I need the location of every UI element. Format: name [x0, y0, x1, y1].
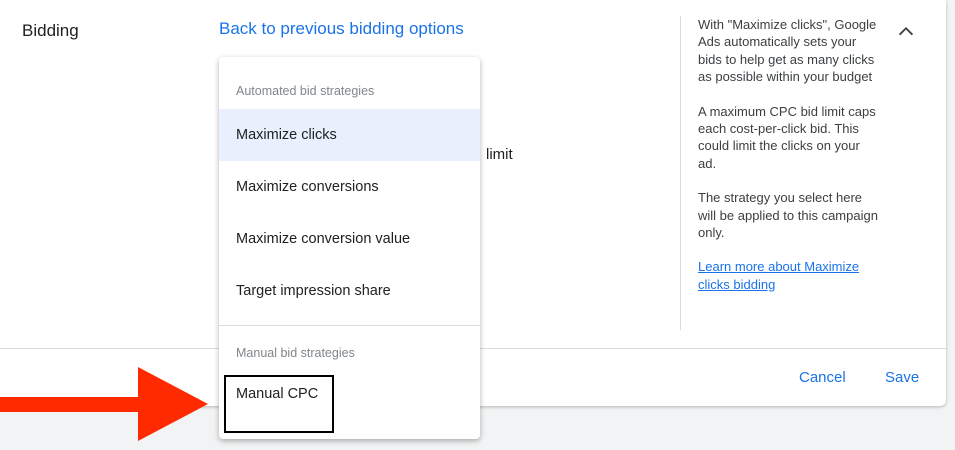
automated-header: Automated bid strategies [236, 84, 375, 98]
help-panel: With "Maximize clicks", Google Ads autom… [680, 16, 880, 330]
menu-item-maximize-conversion-value[interactable]: Maximize conversion value [236, 231, 411, 247]
save-button[interactable]: Save [885, 369, 920, 386]
menu-divider [219, 325, 480, 326]
section-title: Bidding [22, 21, 79, 40]
help-text-1: With "Maximize clicks", Google Ads autom… [698, 17, 877, 85]
back-to-previous-link[interactable]: Back to previous bidding options [219, 19, 464, 38]
red-arrow-icon [0, 367, 208, 441]
cancel-button[interactable]: Cancel [799, 369, 846, 386]
manual-cpc-label: Manual CPC [236, 386, 319, 402]
menu-item-manual-cpc[interactable]: Manual CPC [224, 375, 334, 433]
manual-header: Manual bid strategies [236, 346, 355, 360]
bid-strategy-menu: Automated bid strategies Maximize clicks… [219, 57, 480, 439]
partial-text: limit [486, 146, 513, 163]
help-text-2: A maximum CPC bid limit caps each cost-p… [698, 103, 876, 171]
menu-item-target-impression-share[interactable]: Target impression share [236, 283, 391, 299]
help-text-3: The strategy you select here will be app… [698, 190, 878, 241]
menu-item-maximize-clicks[interactable]: Maximize clicks [219, 109, 480, 161]
chevron-up-icon[interactable] [895, 20, 917, 42]
learn-more-link[interactable]: Learn more about Maximize clicks bidding [698, 259, 860, 292]
menu-item-maximize-conversions[interactable]: Maximize conversions [236, 179, 379, 195]
